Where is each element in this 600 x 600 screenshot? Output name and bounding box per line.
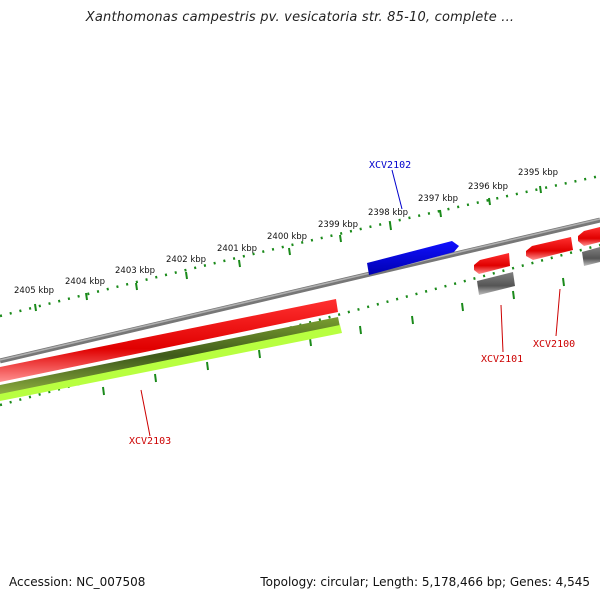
topology-text: Topology: circular; Length: 5,178,466 bp…: [260, 575, 590, 589]
inner-ruler-ticks: [102, 277, 565, 396]
ruler-label: 2396 kbp: [468, 182, 508, 192]
ruler-label: 2405 kbp: [14, 286, 54, 296]
gene-xcv2100-feature[interactable]: [526, 237, 573, 260]
gene-edge-feature[interactable]: [578, 227, 600, 246]
leader-xcv2101: [500, 304, 504, 353]
ruler-label: 2400 kbp: [267, 232, 307, 242]
rna-xcv2103-feature[interactable]: [0, 325, 342, 401]
ruler-label: 2397 kbp: [418, 194, 458, 204]
ruler-label: 2399 kbp: [318, 220, 358, 230]
cds-xcv2101-feature[interactable]: [477, 272, 515, 295]
gene-label-xcv2102[interactable]: XCV2102: [369, 160, 411, 171]
map-title: Xanthomonas campestris pv. vesicatoria s…: [85, 10, 515, 25]
leader-xcv2103: [140, 389, 151, 437]
ruler-label: 2402 kbp: [166, 255, 206, 265]
outer-ruler-ticks: [34, 185, 542, 312]
cds-edge-feature[interactable]: [582, 247, 600, 266]
ruler-label: 2398 kbp: [368, 208, 408, 218]
gene-xcv2103-feature[interactable]: [0, 299, 338, 382]
gene-xcv2101-feature[interactable]: [474, 253, 510, 274]
leader-xcv2102: [391, 169, 403, 210]
gene-xcv2102-feature[interactable]: [367, 241, 459, 275]
gene-label-xcv2103[interactable]: XCV2103: [129, 436, 171, 447]
cds-xcv2103-feature[interactable]: [0, 317, 340, 395]
leader-xcv2100: [555, 288, 561, 337]
gene-label-xcv2101[interactable]: XCV2101: [481, 354, 523, 365]
ruler-label: 2404 kbp: [65, 277, 105, 287]
ruler-label: 2395 kbp: [518, 168, 558, 178]
ruler-label: 2401 kbp: [217, 244, 257, 254]
ruler-label: 2403 kbp: [115, 266, 155, 276]
gene-label-xcv2100[interactable]: XCV2100: [533, 339, 575, 350]
accession-text: Accession: NC_007508: [9, 575, 146, 589]
outer-ruler-track: [0, 174, 600, 318]
